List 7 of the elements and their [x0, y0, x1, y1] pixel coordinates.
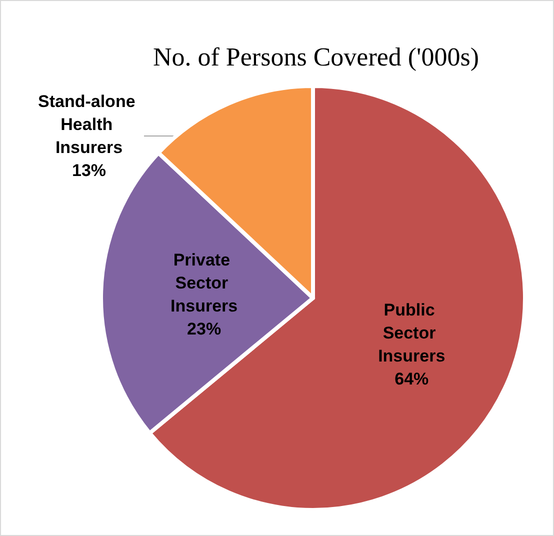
data-label: 13% [72, 161, 106, 180]
data-label: 64% [394, 369, 429, 388]
data-label: 23% [187, 320, 222, 339]
chart-title: No. of Persons Covered ('000s) [152, 42, 480, 72]
slice-label: Private Sector Insurers [170, 250, 238, 316]
slice-label: Public Sector Insurers [378, 300, 446, 366]
slice-label: Stand-alone Health Insurers [38, 92, 140, 157]
